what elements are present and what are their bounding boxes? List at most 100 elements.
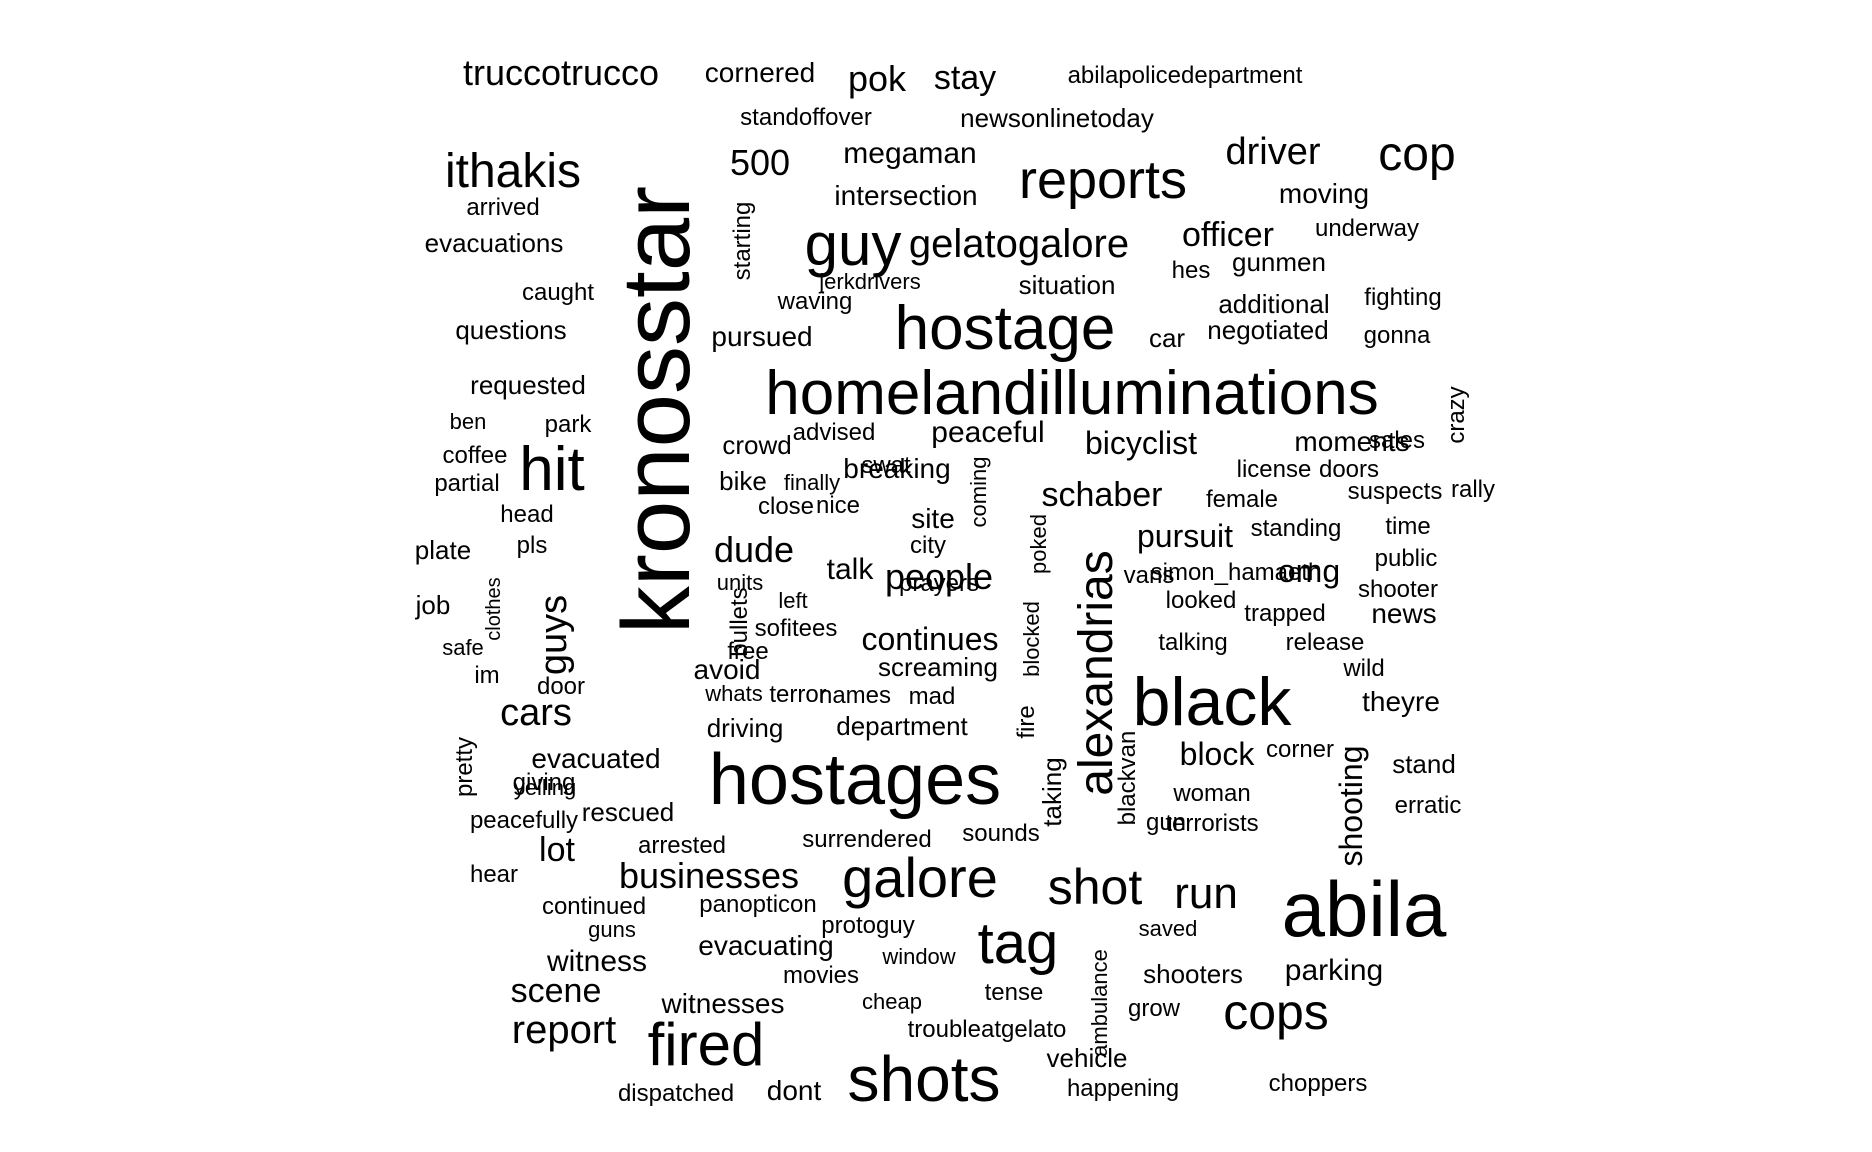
- cloud-word: units: [716, 570, 764, 595]
- cloud-word: moving: [1278, 178, 1370, 209]
- cloud-word: grow: [1127, 995, 1181, 1022]
- cloud-word: tense: [984, 979, 1044, 1006]
- cloud-word: negotiated: [1207, 315, 1329, 345]
- cloud-word: troubleatgelato: [907, 1016, 1067, 1043]
- cloud-word: blackvan: [1114, 730, 1141, 826]
- cloud-word: questions: [455, 315, 567, 345]
- cloud-word: schaber: [1041, 476, 1163, 514]
- cloud-word: gun: [1145, 809, 1187, 836]
- cloud-word: pursued: [711, 321, 813, 352]
- cloud-word: abilapolicedepartment: [1067, 62, 1303, 89]
- cloud-word: cars: [500, 692, 572, 734]
- cloud-word: megaman: [843, 137, 977, 170]
- cloud-word: evacuations: [424, 228, 564, 258]
- cloud-word: ben: [449, 409, 487, 434]
- cloud-word: finally: [783, 470, 841, 495]
- cloud-word: taking: [1037, 757, 1067, 827]
- cloud-word: bike: [719, 466, 767, 496]
- cloud-word: poked: [1026, 514, 1051, 574]
- cloud-word: rescued: [581, 797, 675, 827]
- cloud-word: nice: [815, 492, 861, 519]
- cloud-word: driving: [706, 713, 784, 743]
- cloud-word: crazy: [1443, 386, 1470, 444]
- cloud-word: 500: [729, 142, 791, 183]
- cloud-word: reports: [1018, 150, 1188, 210]
- cloud-word: giving: [512, 769, 576, 796]
- cloud-word: cop: [1378, 128, 1456, 181]
- cloud-word: plate: [414, 535, 472, 565]
- cloud-word: pursuit: [1136, 518, 1234, 554]
- cloud-word: site: [911, 503, 955, 534]
- cloud-word: whats: [705, 681, 763, 706]
- cloud-word: wild: [1343, 655, 1385, 682]
- cloud-word: shooters: [1143, 959, 1243, 989]
- cloud-word: hes: [1171, 257, 1211, 284]
- cloud-word: cops: [1223, 984, 1329, 1040]
- cloud-word: terrorists: [1165, 810, 1259, 837]
- cloud-word: report: [511, 1008, 617, 1052]
- cloud-word: hear: [469, 861, 519, 888]
- cloud-word: names: [818, 682, 892, 709]
- cloud-word: fire: [1013, 705, 1040, 739]
- cloud-word: news: [1371, 598, 1437, 629]
- cloud-word: stay: [933, 59, 997, 97]
- cloud-word: talking: [1158, 629, 1228, 656]
- cloud-word: free: [727, 638, 769, 665]
- cloud-word: swat: [861, 452, 911, 479]
- cloud-word: park: [544, 411, 592, 438]
- cloud-word: guns: [588, 917, 636, 942]
- cloud-word: hostages: [708, 740, 1002, 820]
- cloud-word: prayers: [898, 570, 980, 597]
- cloud-word: avoid: [693, 654, 761, 685]
- cloud-word: looked: [1165, 587, 1237, 614]
- cloud-word: cheap: [862, 989, 922, 1014]
- cloud-word: gunmen: [1232, 247, 1326, 277]
- cloud-word: bicyclist: [1084, 425, 1198, 461]
- cloud-word: corner: [1265, 736, 1335, 763]
- cloud-word: advised: [792, 419, 876, 446]
- cloud-word: panopticon: [699, 891, 817, 918]
- cloud-word: shooting: [1333, 745, 1369, 867]
- cloud-word: gonna: [1363, 322, 1431, 349]
- cloud-word: block: [1179, 736, 1255, 772]
- cloud-word: dispatched: [617, 1080, 735, 1107]
- cloud-word: gelatogalore: [908, 222, 1130, 266]
- cloud-word: witnesses: [661, 988, 785, 1019]
- cloud-word: waving: [777, 288, 853, 315]
- cloud-word: continues: [861, 621, 999, 657]
- cloud-word: scene: [510, 972, 602, 1010]
- cloud-word: sofitees: [754, 615, 838, 642]
- cloud-word: run: [1174, 869, 1238, 918]
- cloud-word: shooter: [1357, 576, 1439, 603]
- cloud-word: crowd: [722, 430, 792, 460]
- cloud-word: simon_hamaeth: [1150, 559, 1322, 586]
- cloud-word: left: [778, 588, 808, 613]
- cloud-word: hit: [519, 435, 585, 504]
- cloud-word: movies: [782, 962, 860, 989]
- cloud-word: galore: [842, 846, 998, 909]
- cloud-word: screaming: [878, 652, 998, 682]
- cloud-word: peacefully: [469, 807, 579, 834]
- cloud-word: door: [536, 673, 586, 700]
- cloud-word: omg: [1277, 553, 1341, 589]
- cloud-word: stand: [1392, 749, 1456, 779]
- cloud-word: erratic: [1394, 792, 1462, 819]
- cloud-word: guy: [804, 211, 902, 278]
- cloud-word: arrested: [637, 832, 727, 859]
- cloud-word: sounds: [962, 820, 1040, 847]
- cloud-word: pretty: [451, 736, 478, 798]
- cloud-word: protoguy: [821, 912, 915, 939]
- cloud-word: continued: [541, 893, 647, 920]
- cloud-word: choppers: [1268, 1070, 1368, 1097]
- cloud-word: public: [1374, 545, 1438, 572]
- cloud-word: window: [882, 944, 956, 969]
- cloud-word: shot: [1047, 859, 1143, 915]
- cloud-word: abila: [1281, 865, 1447, 953]
- cloud-word: dont: [766, 1075, 822, 1106]
- cloud-word: businesses: [618, 855, 800, 896]
- cloud-word: guys: [533, 594, 575, 676]
- cloud-word: peaceful: [931, 416, 1045, 449]
- cloud-word: license: [1236, 456, 1312, 483]
- cloud-word: newsonlinetoday: [960, 103, 1154, 133]
